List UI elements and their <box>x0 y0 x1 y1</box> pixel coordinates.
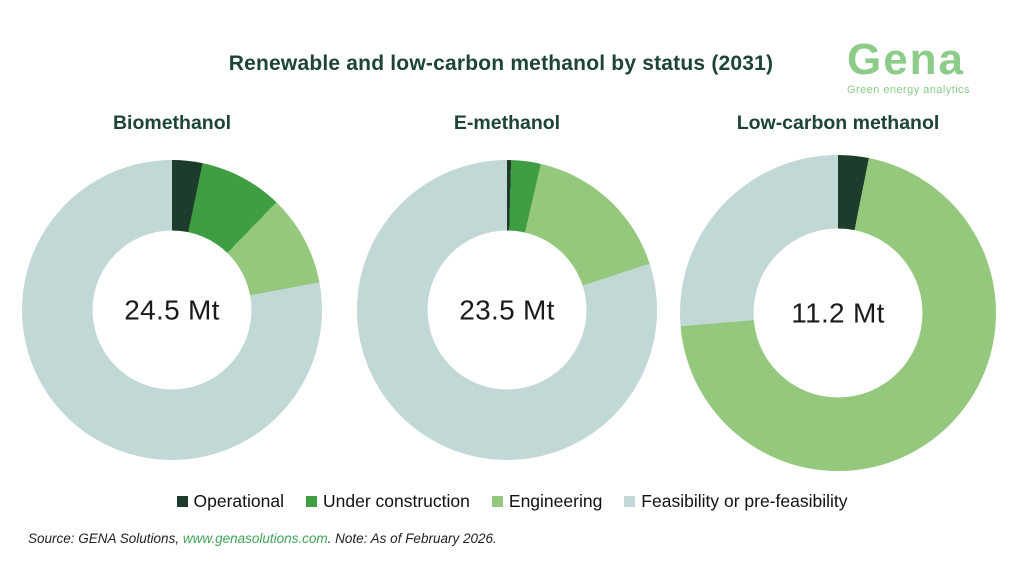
chart-low-carbon-methanol: Low-carbon methanol 11.2 Mt <box>680 112 996 471</box>
donut-chart-low-carbon-methanol: 11.2 Mt <box>680 155 996 471</box>
chart-emethanol: E-methanol 23.5 Mt <box>357 112 657 460</box>
legend-item-feasibility: Feasibility or pre-feasibility <box>624 491 847 512</box>
donut-chart-emethanol: 23.5 Mt <box>357 160 657 460</box>
donut-hole: 23.5 Mt <box>427 230 587 390</box>
source-link[interactable]: www.genasolutions.com <box>182 531 328 546</box>
legend-swatch-engineering <box>491 496 503 507</box>
donut-chart-biomethanol: 24.5 Mt <box>22 160 322 460</box>
total-label-emethanol: 23.5 Mt <box>459 294 555 325</box>
total-label-low-carbon-methanol: 11.2 Mt <box>791 297 885 328</box>
legend-label-operational: Operational <box>193 491 284 511</box>
total-label-biomethanol: 24.5 Mt <box>124 294 220 325</box>
legend-item-engineering: Engineering <box>491 491 603 512</box>
donut-hole: 11.2 Mt <box>753 228 923 398</box>
chart-title-emethanol: E-methanol <box>453 112 561 134</box>
chart-biomethanol: Biomethanol 24.5 Mt <box>22 112 322 460</box>
chart-title-biomethanol: Biomethanol <box>112 112 232 134</box>
source-suffix: . Note: As of February 2026. <box>327 531 497 546</box>
gena-logo: Gena Green energy analytics <box>846 35 970 97</box>
legend-item-under-construction: Under construction <box>306 491 470 512</box>
source-prefix: Source: GENA Solutions, <box>28 531 183 546</box>
logo-wordmark: Gena <box>846 35 966 84</box>
logo-tagline: Green energy analytics <box>846 84 970 96</box>
legend-swatch-operational <box>176 496 188 507</box>
legend-swatch-under-construction <box>306 496 317 507</box>
source-line: Source: GENA Solutions, www.genasolution… <box>28 531 497 546</box>
page-title: Renewable and low-carbon methanol by sta… <box>228 52 774 75</box>
legend-item-operational: Operational <box>176 491 284 512</box>
chart-title-low-carbon-methanol: Low-carbon methanol <box>736 112 940 134</box>
legend-swatch-feasibility <box>624 496 636 507</box>
legend-label-engineering: Engineering <box>508 491 603 511</box>
legend-label-under-construction: Under construction <box>323 491 470 511</box>
legend-label-feasibility: Feasibility or pre-feasibility <box>641 491 848 511</box>
donut-hole: 24.5 Mt <box>92 230 252 390</box>
legend: Operational Under construction Engineeri… <box>0 491 1024 512</box>
